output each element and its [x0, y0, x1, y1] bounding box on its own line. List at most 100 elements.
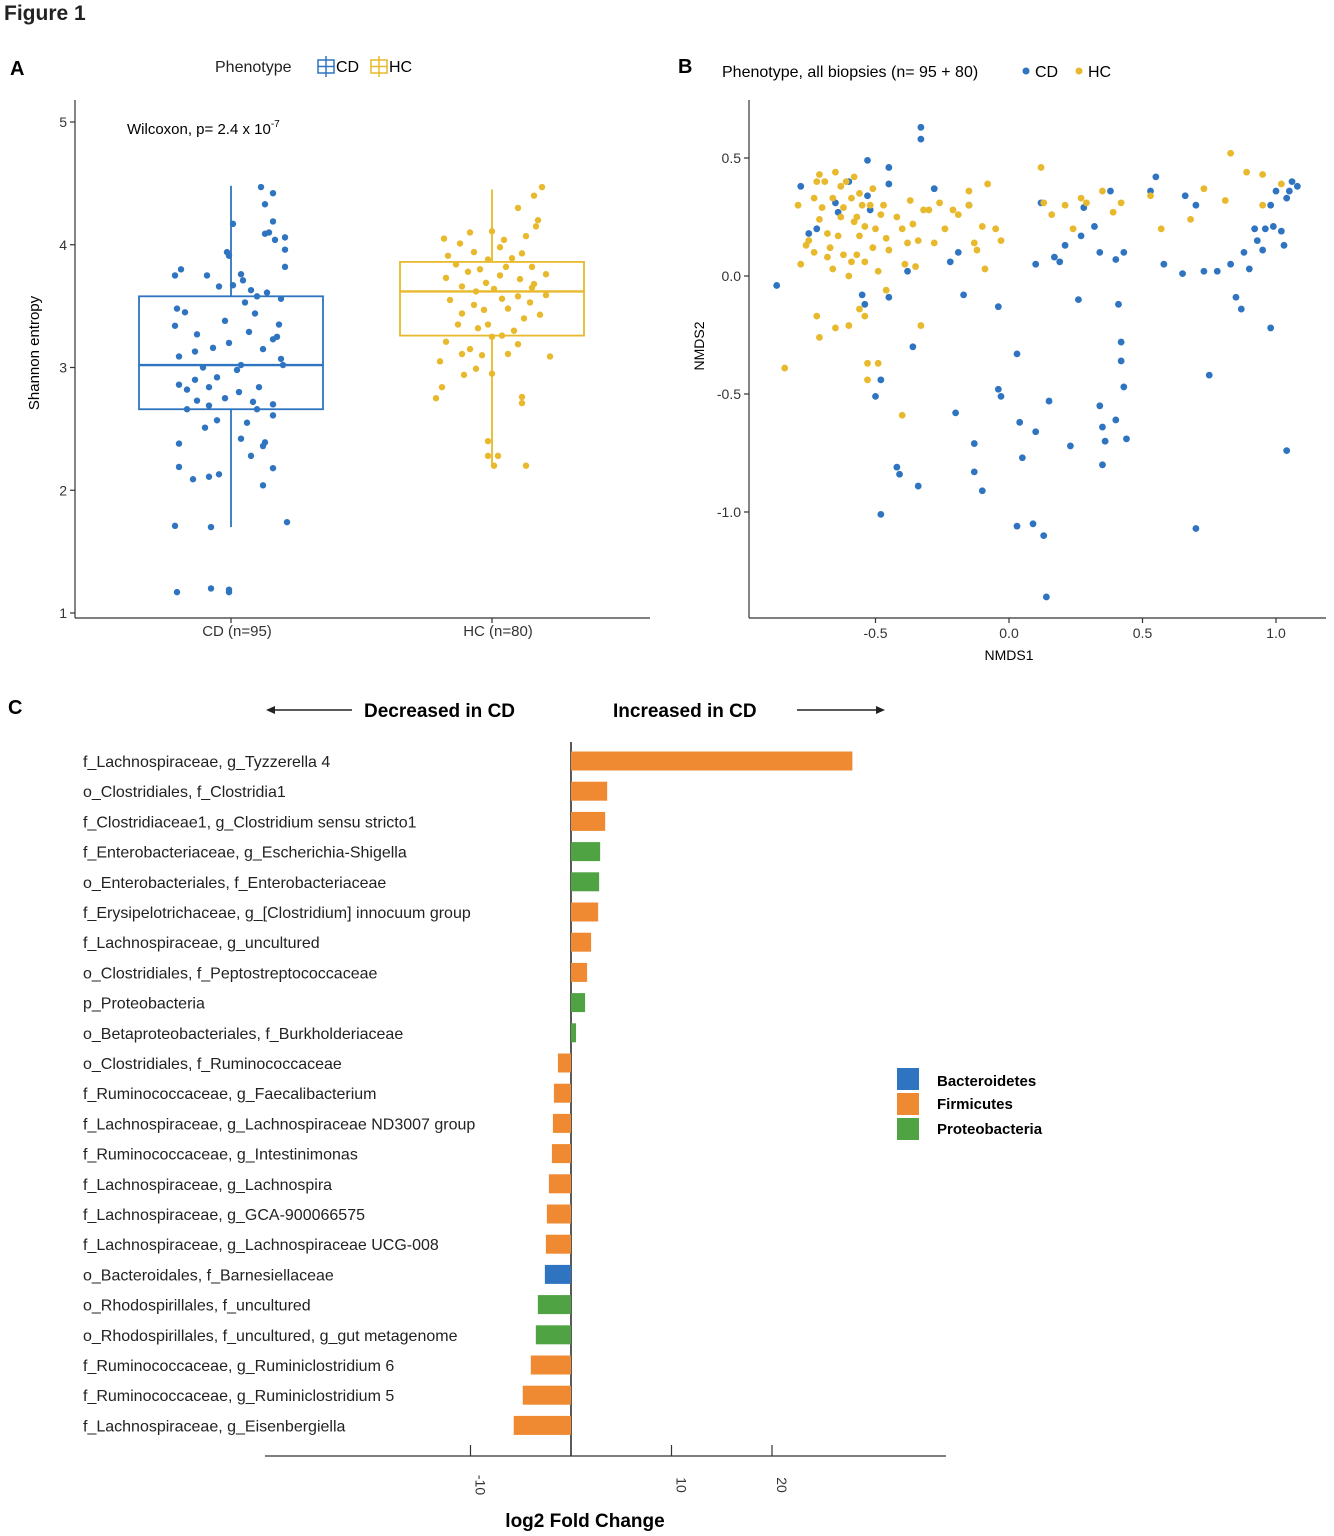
bar [551, 1144, 571, 1164]
bar-label: f_Enterobacteriaceae, g_Escherichia-Shig… [83, 845, 407, 862]
bar-label: f_Lachnospiraceae, g_uncultured [83, 935, 320, 952]
data-point [522, 462, 530, 469]
data-point [261, 439, 269, 446]
data-point [283, 518, 291, 526]
legend-dot-hc [1075, 67, 1083, 75]
data-point [510, 327, 518, 334]
box-hc [399, 261, 585, 337]
data-point [904, 267, 911, 275]
data-point [191, 348, 199, 355]
data-point [869, 185, 877, 193]
bar [571, 811, 606, 831]
data-point [1099, 187, 1106, 195]
data-point [1120, 383, 1128, 391]
data-point [1187, 215, 1194, 223]
data-point [221, 394, 229, 402]
data-point [269, 464, 277, 472]
bar [553, 1083, 571, 1103]
data-point [941, 225, 949, 233]
legend-label-firmicutes: Firmicutes [937, 1096, 1013, 1113]
data-point [1120, 249, 1128, 256]
data-point [960, 291, 968, 299]
bar [530, 1355, 571, 1375]
y-tick-label: 0.5 [722, 150, 742, 166]
data-point [861, 258, 869, 266]
data-point [484, 256, 492, 263]
data-point [440, 235, 448, 242]
bar [571, 902, 599, 922]
data-point [965, 201, 973, 209]
data-point [898, 411, 906, 419]
data-point [893, 213, 901, 221]
data-point [1101, 437, 1109, 445]
data-point [175, 381, 183, 388]
data-point [970, 468, 978, 476]
x-tick-label: CD (n=95) [202, 623, 272, 640]
x-tick-label: 20 [774, 1477, 790, 1493]
data-point [1067, 442, 1074, 450]
data-point [257, 183, 265, 191]
data-point [840, 204, 847, 211]
data-point [456, 240, 464, 247]
data-point [444, 252, 452, 259]
bar-label: f_Erysipelotrichaceae, g_[Clostridium] i… [83, 905, 471, 922]
data-point [1091, 223, 1098, 230]
data-point [171, 522, 179, 530]
data-point [1227, 149, 1235, 157]
data-point [504, 350, 512, 358]
data-point [826, 244, 834, 252]
data-point [885, 246, 893, 254]
data-point [1160, 260, 1168, 268]
data-point [773, 282, 781, 289]
data-point [1221, 197, 1229, 204]
data-point [205, 473, 213, 480]
panel-b-legend-title: Phenotype, all biopsies (n= 95 + 80) [722, 64, 978, 81]
bar-label: f_Ruminococcaceae, g_Ruminiclostridium 5 [83, 1388, 394, 1405]
data-point [829, 265, 837, 273]
data-point [877, 510, 885, 518]
panel-b-ylabel: NMDS2 [691, 321, 707, 370]
x-tick-label: 0.0 [999, 625, 1019, 641]
bar [548, 1174, 571, 1194]
data-point [1077, 194, 1085, 202]
legend-label-cd: CD [336, 59, 359, 76]
data-point [1293, 182, 1301, 190]
data-point [171, 322, 179, 329]
data-point [209, 344, 217, 352]
data-point [872, 225, 879, 233]
data-point [1048, 211, 1056, 219]
data-point [861, 312, 869, 320]
data-point [997, 237, 1005, 245]
y-tick-label: 0.0 [722, 268, 742, 284]
panel-a: A Phenotype CD HC Shannon entropy Wilcox… [10, 56, 650, 640]
data-point [484, 452, 492, 460]
data-point [794, 201, 802, 209]
legend-swatch-proteobacteria [897, 1118, 919, 1140]
data-point [1109, 208, 1117, 216]
data-point [514, 204, 522, 212]
data-point [1018, 454, 1026, 462]
bar [545, 1234, 571, 1254]
data-point [1040, 532, 1048, 539]
data-point [821, 178, 829, 186]
data-point [436, 358, 444, 365]
data-point [1200, 185, 1208, 193]
data-point [866, 206, 874, 214]
bar [571, 932, 592, 952]
bar [571, 781, 608, 801]
data-point [781, 364, 789, 372]
data-point [1232, 293, 1240, 301]
data-point [797, 260, 805, 268]
data-point [482, 279, 490, 287]
data-point [858, 291, 866, 299]
data-point [885, 180, 893, 188]
data-point [1277, 227, 1285, 235]
data-point [914, 482, 922, 490]
data-point [973, 246, 981, 254]
data-point [1200, 267, 1208, 275]
data-point [845, 322, 853, 329]
data-point [1099, 461, 1106, 469]
data-point [205, 383, 213, 391]
data-point [1283, 194, 1291, 202]
data-point [472, 365, 480, 372]
